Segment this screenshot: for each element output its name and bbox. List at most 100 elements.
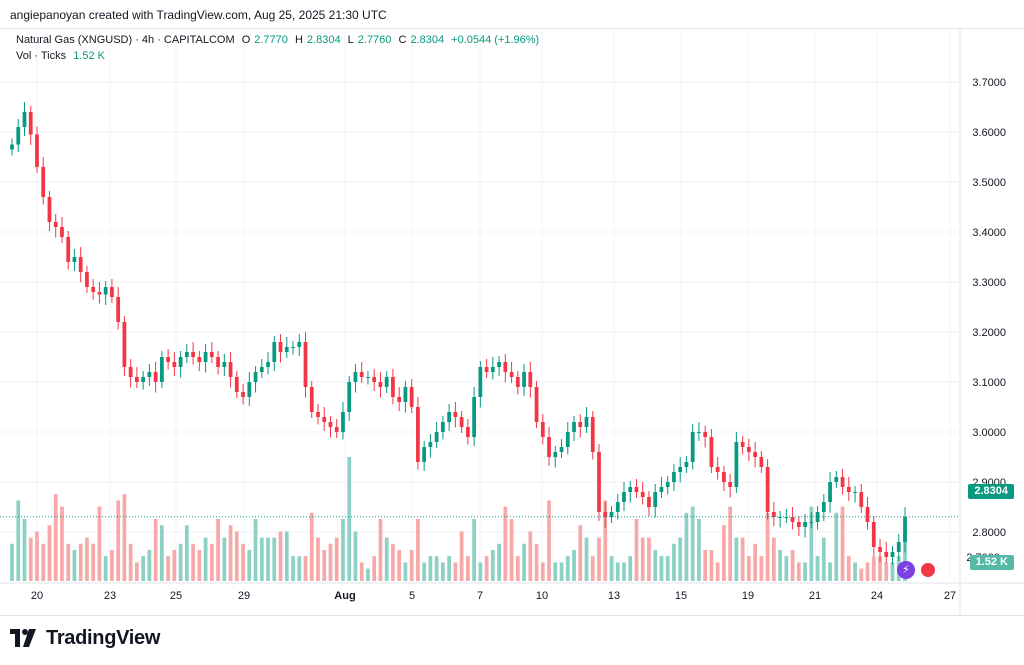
volume-bar (16, 500, 21, 581)
candle-body (590, 417, 595, 452)
candle-body (684, 462, 689, 467)
low-label: L (347, 34, 354, 46)
x-tick-label: 19 (742, 590, 754, 602)
candle-body (759, 457, 764, 467)
y-tick-label: 3.0000 (972, 427, 1006, 439)
candle-body (753, 452, 757, 457)
candle-body (141, 377, 146, 382)
volume-bar (409, 550, 414, 581)
volume-bar (97, 506, 102, 581)
y-tick-label: 3.1000 (972, 377, 1006, 389)
candle-body (528, 372, 533, 387)
candle-body (28, 112, 33, 135)
candle-body (846, 487, 851, 492)
candle-body (728, 482, 733, 487)
volume-bar (672, 543, 676, 581)
volume-label[interactable]: Vol · Ticks (16, 50, 67, 62)
volume-bar (247, 550, 252, 581)
open-value: 2.7770 (254, 34, 288, 46)
volume-bar (447, 556, 452, 581)
candle-body (659, 487, 664, 492)
candle-body (359, 372, 364, 377)
volume-layer (10, 457, 907, 581)
x-tick-label: 7 (477, 590, 483, 602)
volume-bar (821, 537, 826, 581)
candle-body (540, 422, 545, 437)
candle-body (597, 452, 601, 512)
candle-body (890, 552, 895, 557)
volume-bar (578, 525, 583, 581)
candle-body (184, 352, 189, 357)
volume-bar (353, 531, 358, 581)
volume-bar (828, 562, 832, 581)
high-label: H (294, 34, 303, 46)
volume-bar (147, 550, 152, 581)
volume-bar (153, 519, 158, 581)
candle-body (565, 432, 570, 447)
grid-layer (0, 29, 960, 579)
volume-bar (765, 512, 770, 581)
lightning-icon[interactable]: ⚡ (897, 561, 915, 579)
us-flag-icon[interactable] (919, 561, 937, 579)
candle-body (147, 372, 152, 377)
volume-bar (890, 562, 895, 581)
volume-bar (572, 550, 576, 581)
candle-body (559, 447, 564, 452)
price-chart[interactable]: 3.7000 3.6000 3.5000 3.4000 3.3000 3.2000 3.10… (0, 29, 1024, 615)
candle-body (784, 517, 789, 518)
candle-body (840, 477, 845, 487)
candle-body (903, 517, 907, 542)
candle-body (640, 492, 645, 497)
candle-body (790, 517, 795, 522)
candle-body (490, 367, 495, 372)
close-value: 2.8304 (410, 34, 445, 46)
volume-bar (784, 556, 789, 581)
candle-body (353, 372, 358, 382)
candle-body (534, 387, 539, 422)
candle-body (603, 512, 608, 517)
candle-body (85, 272, 89, 287)
candle-body (166, 357, 170, 362)
volume-bar (459, 531, 464, 581)
candle-body (441, 422, 445, 432)
candle-body (409, 387, 414, 407)
volume-bar (465, 556, 470, 581)
volume-bar (222, 537, 227, 581)
volume-bar (678, 537, 683, 581)
volume-bar (865, 562, 870, 581)
candle-body (391, 377, 395, 397)
y-tick-label: 3.6000 (972, 127, 1006, 139)
volume-bar (160, 525, 164, 581)
candle-body (459, 417, 464, 427)
chart-frame[interactable]: 3.7000 3.6000 3.5000 3.4000 3.3000 3.2000 3.10… (0, 28, 1024, 616)
candle-body (821, 502, 826, 512)
candle-body (41, 167, 46, 197)
volume-bar (690, 506, 695, 581)
candle-body (509, 372, 514, 377)
volume-bar (53, 494, 58, 581)
candle-body (272, 342, 277, 362)
y-tick-label: 3.5000 (972, 177, 1006, 189)
volume-bar (166, 556, 170, 581)
volume-bar (747, 556, 751, 581)
candle-body (453, 412, 458, 417)
volume-bar (141, 556, 146, 581)
tradingview-logo-text: TradingView (46, 626, 161, 649)
candle-body (622, 492, 626, 502)
candle-body (815, 512, 820, 522)
volume-bar (640, 537, 645, 581)
volume-bar (590, 556, 595, 581)
candle-body (634, 487, 639, 492)
candle-body (384, 377, 389, 387)
symbol-label[interactable]: Natural Gas (XNGUSD) · 4h · CAPITALCOM (16, 34, 235, 46)
candle-body (578, 422, 583, 427)
candle-body (447, 412, 452, 422)
candle-body (515, 377, 520, 387)
candle-body (484, 367, 489, 372)
candle-body (803, 522, 807, 527)
volume-bar (291, 556, 295, 581)
volume-bar (722, 525, 726, 581)
x-tick-label: 20 (31, 590, 43, 602)
volume-bar (815, 556, 820, 581)
change-value: +0.0544 (+1.96%) (451, 34, 540, 46)
